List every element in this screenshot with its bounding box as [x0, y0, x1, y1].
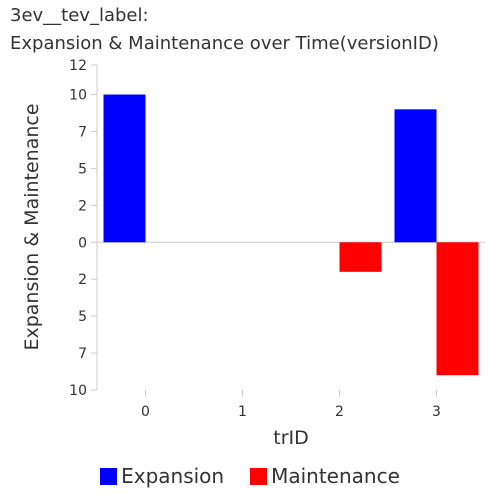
bars: [103, 94, 479, 376]
x-tick-label: 2: [335, 404, 344, 420]
legend: Expansion Maintenance: [0, 464, 500, 488]
y-tick-label: 7: [78, 346, 87, 362]
y-tick-label: 2: [78, 198, 87, 214]
y-tick-label: 2: [78, 272, 87, 288]
legend-item-expansion: Expansion: [100, 464, 224, 488]
chart-title-line-2: Expansion & Maintenance over Time(versio…: [10, 33, 439, 54]
y-tick-label: 7: [78, 124, 87, 140]
legend-item-maintenance: Maintenance: [250, 464, 400, 488]
bar-maintenance-2[interactable]: [339, 242, 382, 272]
y-tick-label: 5: [78, 161, 87, 177]
x-axis-label: trID: [273, 427, 309, 449]
bar-maintenance-3[interactable]: [436, 242, 479, 376]
x-tick-label: 0: [141, 404, 150, 420]
legend-swatch-expansion: [100, 467, 118, 485]
y-axis-label: Expansion & Maintenance: [21, 103, 43, 350]
y-tick-label: 0: [78, 235, 87, 251]
chart-title-line-1: 3ev__tev_label:: [10, 5, 149, 26]
bar-expansion-3[interactable]: [394, 109, 437, 243]
y-tick-label: 12: [69, 58, 87, 74]
y-tick-label: 10: [69, 383, 87, 399]
bar-expansion-0[interactable]: [103, 94, 146, 243]
y-tick-label: 10: [69, 88, 87, 104]
legend-label-expansion: Expansion: [121, 464, 225, 488]
x-tick-label: 3: [432, 404, 441, 420]
y-tick-label: 5: [78, 309, 87, 325]
x-tick-label: 1: [238, 404, 247, 420]
legend-label-maintenance: Maintenance: [271, 464, 400, 488]
legend-swatch-maintenance: [250, 467, 268, 485]
